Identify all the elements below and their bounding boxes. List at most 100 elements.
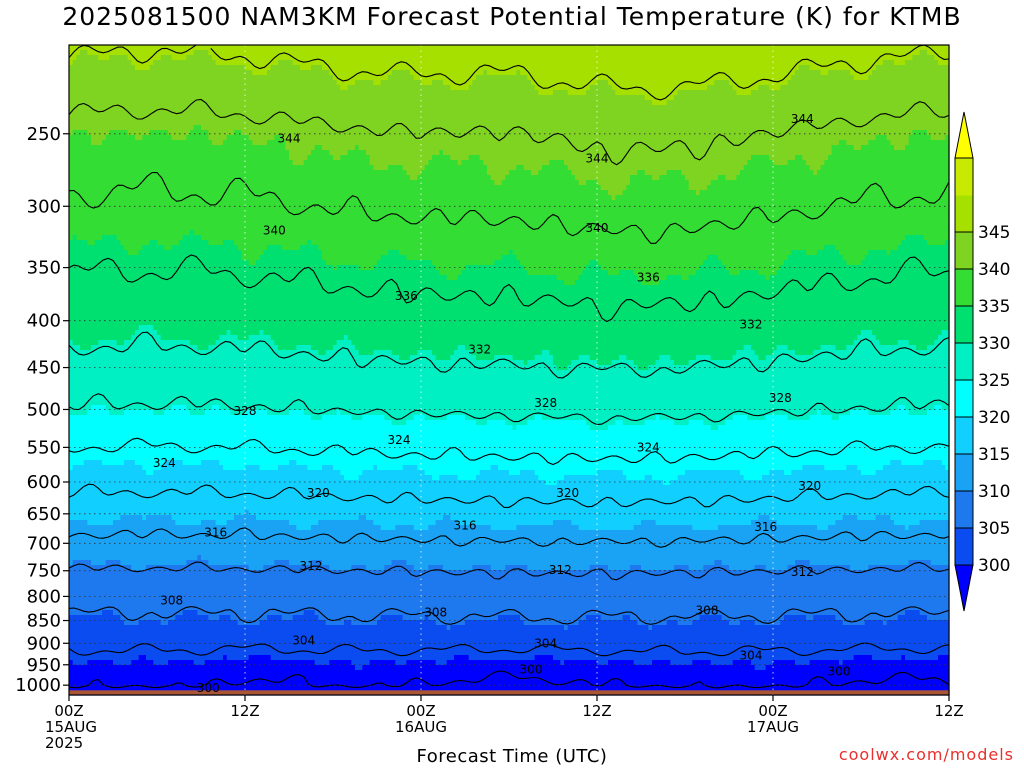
credit-link[interactable]: coolwx.com/models	[838, 745, 1014, 764]
theta-cell	[410, 70, 484, 76]
theta-cell	[69, 410, 88, 416]
theta-cell	[120, 560, 187, 566]
theta-cell	[630, 175, 653, 181]
theta-cell	[685, 175, 719, 181]
theta-cell	[380, 80, 422, 86]
theta-cell	[69, 375, 950, 381]
theta-cell	[245, 410, 268, 416]
theta-cell	[87, 240, 96, 246]
theta-cell	[292, 615, 319, 621]
theta-cell	[340, 155, 371, 161]
theta-cell	[883, 60, 895, 66]
theta-cell	[945, 135, 950, 141]
theta-cell	[344, 620, 352, 626]
theta-cell	[806, 615, 814, 621]
theta-cell	[417, 465, 492, 471]
theta-cell	[897, 405, 906, 411]
theta-cell	[817, 410, 822, 416]
contour-label: 304	[534, 637, 557, 651]
theta-cell	[820, 165, 950, 171]
theta-cell	[69, 390, 950, 396]
theta-cell	[765, 355, 950, 361]
theta-cell	[721, 260, 785, 266]
theta-cell	[69, 180, 495, 186]
contour-labels: 300 300 300 304 304 304 308 308 308 312 312 312 316 3…	[153, 112, 851, 695]
theta-cell	[729, 620, 741, 626]
theta-cell	[589, 85, 613, 91]
theta-cell	[435, 620, 466, 626]
theta-cell	[608, 270, 620, 276]
theta-cell	[542, 415, 657, 421]
theta-cell	[776, 345, 789, 351]
theta-cell	[69, 680, 950, 686]
theta-cell	[432, 475, 440, 481]
theta-cell	[663, 480, 671, 486]
theta-cell	[791, 470, 862, 476]
theta-cell	[699, 265, 726, 271]
x-tick-label: 00Z	[54, 702, 83, 720]
grid-lines	[69, 45, 949, 695]
theta-cell	[69, 660, 74, 666]
theta-cell	[135, 65, 151, 71]
theta-cell	[329, 150, 349, 156]
theta-cell	[850, 565, 869, 571]
theta-cell	[641, 520, 657, 526]
theta-cell	[549, 350, 737, 356]
theta-cell	[292, 60, 884, 66]
theta-cell	[285, 145, 316, 151]
theta-cell	[476, 355, 495, 361]
theta-cell	[149, 240, 158, 246]
theta-cell	[259, 465, 279, 471]
theta-cell	[597, 360, 613, 366]
theta-cell	[589, 355, 620, 361]
theta-cell	[901, 460, 924, 466]
contour-312	[68, 561, 950, 581]
theta-cell	[366, 150, 440, 156]
theta-cell	[916, 345, 928, 351]
contour-label: 312	[791, 565, 814, 579]
theta-cell	[919, 50, 928, 56]
theta-cell	[135, 135, 143, 141]
theta-cell	[857, 335, 877, 341]
theta-cell	[182, 460, 202, 466]
theta-cell	[479, 470, 510, 476]
theta-cell	[69, 585, 950, 591]
theta-cell	[69, 200, 950, 206]
theta-cell	[395, 525, 415, 531]
theta-cell	[230, 410, 246, 416]
y-tick-label: 750	[27, 561, 61, 582]
theta-cell	[641, 565, 675, 571]
theta-cell	[666, 620, 679, 626]
theta-cell	[597, 660, 609, 666]
theta-cell	[450, 85, 470, 91]
y-tick-label: 800	[27, 586, 61, 607]
theta-cell	[685, 470, 741, 476]
theta-cell	[120, 240, 151, 246]
theta-cell	[652, 660, 671, 666]
theta-cell	[171, 245, 239, 251]
theta-cell	[142, 135, 173, 141]
theta-cell	[311, 525, 382, 531]
theta-cell	[652, 175, 660, 181]
theta-cell	[142, 245, 165, 251]
theta-cell	[69, 185, 602, 191]
theta-cell	[270, 335, 345, 341]
x-tick-label: 12Z	[230, 702, 259, 720]
theta-cell	[303, 610, 316, 616]
theta-cell	[69, 320, 950, 326]
theta-cell	[146, 655, 224, 661]
ground-strip	[69, 690, 949, 695]
theta-cell	[168, 130, 191, 136]
theta-cell	[373, 80, 382, 86]
theta-cell	[281, 615, 294, 621]
theta-cell	[575, 280, 642, 286]
theta-cell	[828, 525, 906, 531]
contour-300	[68, 670, 950, 689]
theta-cell	[267, 615, 283, 621]
theta-cell	[197, 345, 209, 351]
theta-cell	[670, 355, 697, 361]
theta-cell	[809, 560, 910, 566]
theta-cell	[688, 360, 950, 366]
theta-cell	[754, 565, 767, 571]
theta-cell	[747, 415, 767, 421]
